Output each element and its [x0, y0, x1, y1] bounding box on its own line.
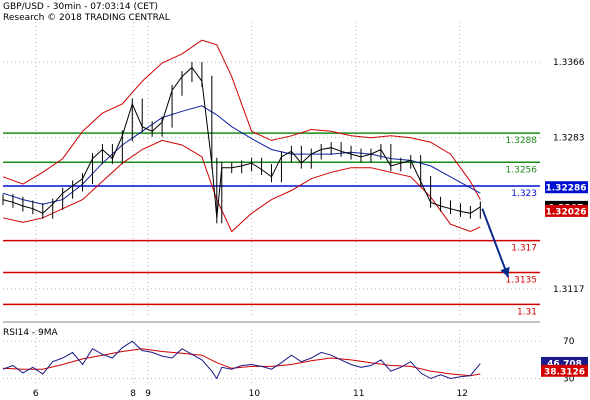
moving-average-line	[2, 105, 481, 205]
rsi-y-tick-label: 70	[563, 337, 575, 347]
level-label: 1.317	[511, 244, 537, 254]
forecast-arrow-head	[500, 266, 510, 277]
price-tag-label: 1.32286	[546, 184, 587, 194]
level-label: 1.31	[517, 307, 537, 317]
grid	[3, 22, 540, 386]
y-tick-label: 1.3366	[553, 58, 585, 68]
x-tick-label: 11	[353, 389, 364, 399]
x-tick-label: 10	[249, 389, 261, 399]
rsi-line	[2, 340, 481, 380]
price-tag-box	[545, 181, 588, 194]
rsi-tag-label: 46.708	[547, 359, 582, 369]
x-tick-label: 8	[130, 389, 136, 399]
level-label: 1.3288	[506, 136, 538, 146]
x-tick-label: 6	[33, 389, 39, 399]
rsi-y-tick-label: 30	[563, 375, 575, 385]
rsi-tag-box	[541, 364, 588, 377]
level-label: 1.3256	[506, 165, 538, 175]
axes: 1.3366 1.3283 1.3117 6 8 9 10 11 12	[3, 58, 585, 399]
rsi-tag-label: 38.3126	[544, 367, 585, 377]
price-line	[2, 66, 481, 218]
price-series	[2, 62, 481, 224]
x-tick-label: 9	[145, 389, 151, 399]
support-resistance-levels: 1.3288 1.3256 1.323 1.317 1.3135 1.31	[3, 132, 540, 317]
y-tick-label: 1.3283	[553, 134, 585, 144]
bollinger-lower-line	[2, 139, 481, 233]
level-label: 1.323	[511, 189, 537, 199]
chart-subtitle: Research © 2018 TRADING CENTRAL	[3, 13, 170, 23]
chart-title: GBP/USD - 30min - 07:03:14 (CET)	[3, 2, 158, 12]
bollinger-bands	[2, 39, 481, 233]
forecast-arrow	[481, 208, 510, 278]
bollinger-upper-line	[2, 39, 481, 200]
level-label: 1.3135	[506, 275, 538, 285]
rsi-title: RSI14 - 9MA	[3, 328, 59, 338]
forecast-arrow-shaft	[481, 208, 510, 278]
moving-average	[2, 105, 481, 205]
y-tick-label: 1.3117	[553, 285, 585, 295]
x-tick-label: 12	[456, 389, 467, 399]
price-tag-label: 1.32026	[546, 207, 587, 217]
rsi-ma-line	[2, 348, 481, 377]
price-tag-box	[545, 204, 588, 217]
